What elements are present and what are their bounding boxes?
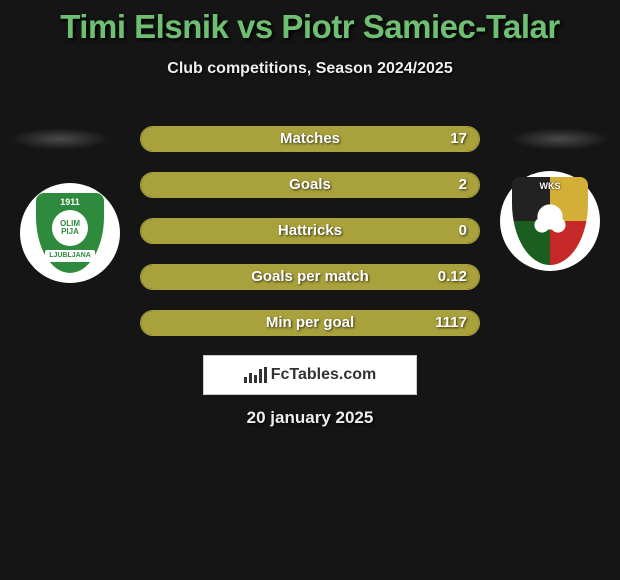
left-club-crest: OLIMPIJA LJUBLJANA [20,183,120,283]
stat-row: Goals per match0.12 [140,264,480,290]
left-shadow [10,128,110,150]
chart-icon [244,367,267,383]
right-club-crest [500,171,600,271]
stat-label: Goals [141,173,479,197]
stat-row: Goals2 [140,172,480,198]
stat-row: Hattricks0 [140,218,480,244]
olimpija-crest-icon: OLIMPIJA LJUBLJANA [36,193,104,273]
stat-right-value: 0 [459,219,467,243]
right-shadow [510,128,610,150]
branding-box: FcTables.com [203,355,417,395]
stat-label: Matches [141,127,479,151]
stat-right-value: 1117 [435,311,467,335]
stat-label: Hattricks [141,219,479,243]
comparison-title: Timi Elsnik vs Piotr Samiec-Talar [0,0,620,46]
slask-crest-icon [512,177,588,265]
stat-row: Min per goal1117 [140,310,480,336]
branding-text: FcTables.com [271,366,377,384]
snapshot-date: 20 january 2025 [0,408,620,428]
stat-label: Goals per match [141,265,479,289]
season-subtitle: Club competitions, Season 2024/2025 [0,60,620,78]
stat-label: Min per goal [141,311,479,335]
stats-panel: Matches17 Goals2 Hattricks0 Goals per match… [140,126,480,356]
stat-right-value: 17 [450,127,467,151]
stat-row: Matches17 [140,126,480,152]
stat-right-value: 0.12 [438,265,467,289]
stat-right-value: 2 [459,173,467,197]
